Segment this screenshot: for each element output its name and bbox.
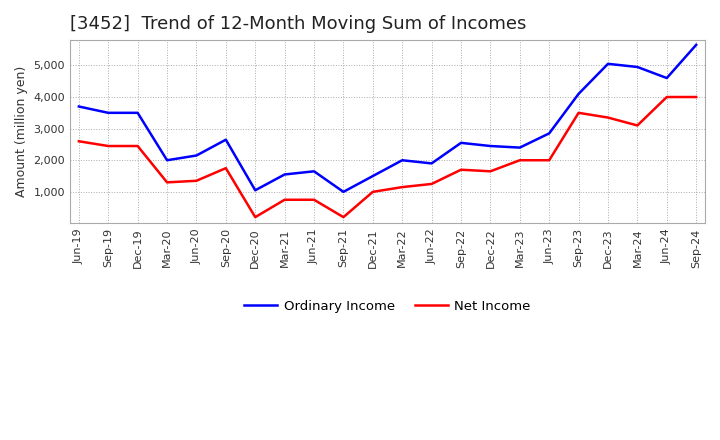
Ordinary Income <box>280 172 289 177</box>
Ordinary Income <box>163 158 171 163</box>
Ordinary Income <box>633 64 642 70</box>
Net Income <box>545 158 554 163</box>
Net Income <box>339 215 348 220</box>
Ordinary Income <box>339 189 348 194</box>
Ordinary Income <box>427 161 436 166</box>
Net Income <box>486 169 495 174</box>
Net Income <box>692 94 701 99</box>
Net Income <box>633 123 642 128</box>
Net Income <box>603 115 612 120</box>
Net Income <box>456 167 465 172</box>
Ordinary Income <box>603 61 612 66</box>
Net Income <box>251 215 259 220</box>
Net Income <box>104 143 112 149</box>
Ordinary Income <box>310 169 318 174</box>
Ordinary Income <box>486 143 495 149</box>
Net Income <box>133 143 142 149</box>
Ordinary Income <box>575 91 583 96</box>
Ordinary Income <box>75 104 84 109</box>
Line: Ordinary Income: Ordinary Income <box>79 45 696 192</box>
Ordinary Income <box>104 110 112 115</box>
Ordinary Income <box>692 42 701 48</box>
Ordinary Income <box>133 110 142 115</box>
Net Income <box>75 139 84 144</box>
Net Income <box>516 158 524 163</box>
Net Income <box>192 178 201 183</box>
Legend: Ordinary Income, Net Income: Ordinary Income, Net Income <box>239 294 536 318</box>
Y-axis label: Amount (million yen): Amount (million yen) <box>15 66 28 198</box>
Ordinary Income <box>192 153 201 158</box>
Net Income <box>398 184 407 190</box>
Net Income <box>369 189 377 194</box>
Ordinary Income <box>545 131 554 136</box>
Text: [3452]  Trend of 12-Month Moving Sum of Incomes: [3452] Trend of 12-Month Moving Sum of I… <box>70 15 526 33</box>
Ordinary Income <box>398 158 407 163</box>
Net Income <box>280 197 289 202</box>
Ordinary Income <box>251 187 259 193</box>
Net Income <box>222 165 230 171</box>
Ordinary Income <box>222 137 230 142</box>
Net Income <box>427 181 436 187</box>
Ordinary Income <box>369 173 377 179</box>
Line: Net Income: Net Income <box>79 97 696 217</box>
Net Income <box>163 180 171 185</box>
Ordinary Income <box>456 140 465 146</box>
Ordinary Income <box>516 145 524 150</box>
Ordinary Income <box>662 75 671 81</box>
Net Income <box>662 94 671 99</box>
Net Income <box>575 110 583 115</box>
Net Income <box>310 197 318 202</box>
